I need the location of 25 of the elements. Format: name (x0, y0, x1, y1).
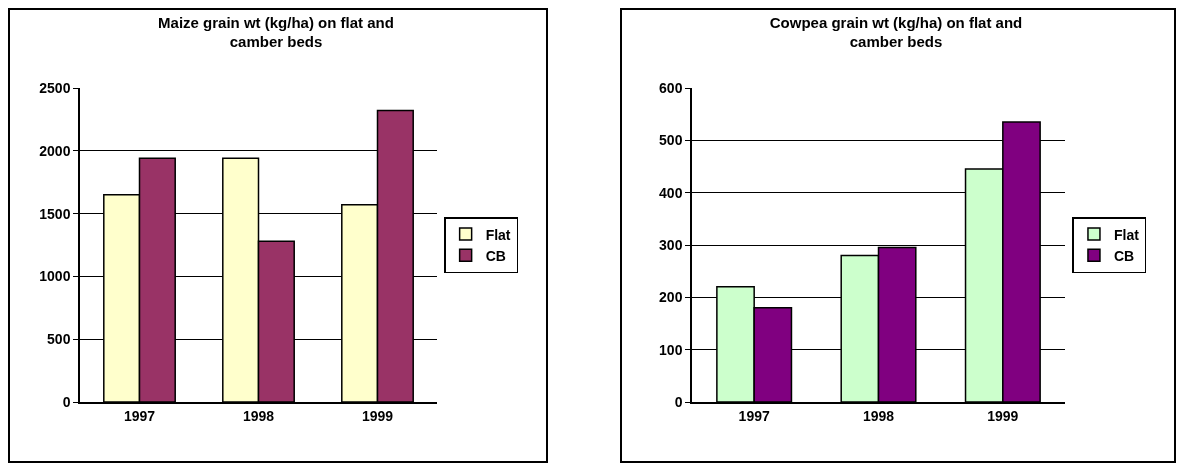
y-tick-label: 500 (47, 331, 71, 348)
x-tick-label: 1998 (862, 407, 895, 424)
legend-label: Flat (1113, 226, 1140, 243)
y-tick-label: 0 (674, 393, 683, 410)
legend-label: Flat (485, 226, 511, 243)
y-tick-label: 2500 (39, 79, 71, 96)
y-tick-label: 0 (62, 393, 71, 410)
y-tick-label: 100 (659, 341, 683, 358)
y-tick-label: 400 (659, 184, 683, 201)
x-tick-label: 1997 (123, 407, 156, 424)
y-tick-label: 2000 (39, 142, 71, 159)
y-tick-label: 600 (659, 79, 683, 96)
legend-label: CB (485, 247, 506, 264)
y-tick-label: 200 (659, 289, 683, 306)
x-tick-label: 1998 (242, 407, 275, 424)
x-tick-label: 1997 (738, 407, 770, 424)
y-tick-label: 1500 (39, 205, 71, 222)
y-tick-label: 500 (659, 132, 683, 149)
x-tick-label: 1999 (361, 407, 394, 424)
y-tick-label: 300 (659, 236, 683, 253)
chart-title: Maize grain wt (kg/ha) on flat and camber beds (158, 13, 394, 51)
x-tick-label: 1999 (987, 407, 1019, 424)
chart-title: Cowpea grain wt (kg/ha) on flat and camber beds (769, 13, 1023, 51)
y-tick-label: 1000 (39, 268, 71, 285)
legend-label: CB (1113, 247, 1135, 264)
